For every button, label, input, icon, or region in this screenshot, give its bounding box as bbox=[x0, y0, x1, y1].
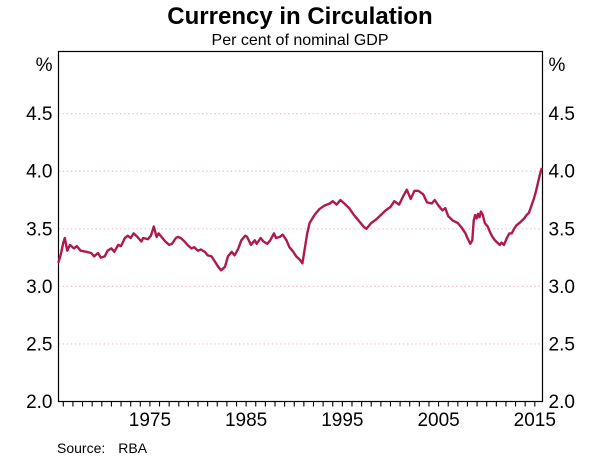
y-tick-label-right: 2.5 bbox=[549, 334, 575, 355]
x-tick-label: 2015 bbox=[514, 410, 556, 431]
chart-title: Currency in Circulation bbox=[167, 3, 433, 30]
chart-subtitle: Per cent of nominal GDP bbox=[211, 32, 389, 49]
y-tick-label-right: 3.0 bbox=[549, 277, 575, 298]
y-tick-label-left: 2.0 bbox=[26, 392, 52, 413]
x-tick-label: 2005 bbox=[417, 410, 459, 431]
y-tick-label-left: 2.5 bbox=[26, 334, 52, 355]
plot-frame bbox=[57, 50, 544, 403]
y-axis-unit-right: % bbox=[549, 55, 566, 76]
y-tick-label-left: 3.0 bbox=[26, 277, 52, 298]
y-tick-label-right: 3.5 bbox=[549, 219, 575, 240]
y-tick-label-right: 4.0 bbox=[549, 162, 575, 183]
x-tick-label: 1985 bbox=[225, 410, 267, 431]
source-value: RBA bbox=[118, 440, 148, 456]
series-line bbox=[57, 167, 543, 272]
y-tick-label-left: 4.5 bbox=[26, 104, 52, 125]
y-tick-label-left: 3.5 bbox=[26, 219, 52, 240]
source-label: Source: bbox=[57, 440, 106, 456]
x-tick-label: 1975 bbox=[129, 410, 171, 431]
y-axis-unit-left: % bbox=[36, 55, 53, 76]
source-note: Source: RBA bbox=[57, 440, 147, 456]
y-tick-label-right: 4.5 bbox=[549, 104, 575, 125]
y-tick-label-left: 4.0 bbox=[26, 162, 52, 183]
y-tick-label-right: 2.0 bbox=[549, 392, 575, 413]
x-tick-label: 1995 bbox=[321, 410, 363, 431]
